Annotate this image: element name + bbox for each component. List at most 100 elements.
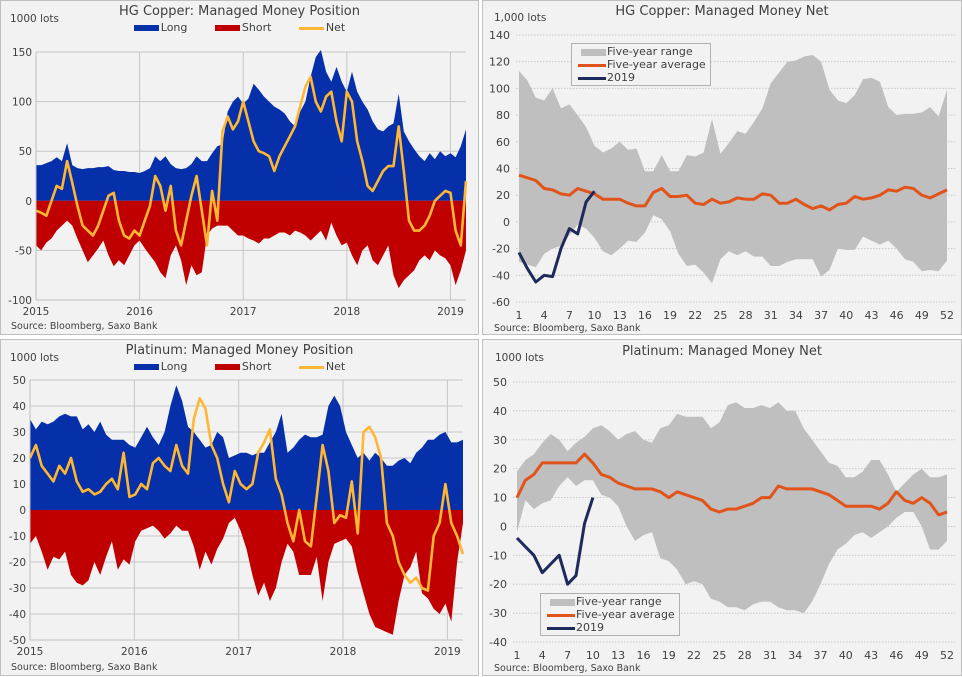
legend-item-average: Five-year average xyxy=(578,58,706,71)
y-tick-label: -20 xyxy=(492,243,510,256)
x-tick-label: 46 xyxy=(889,649,903,662)
x-tick-label: 2016 xyxy=(126,306,153,318)
y-tick-label: 100 xyxy=(12,97,32,109)
series-net-line xyxy=(28,396,465,592)
x-tick-label: 28 xyxy=(738,649,752,662)
legend-label: Net xyxy=(325,360,346,373)
x-tick-label: 40 xyxy=(839,309,853,322)
legend-item-range: Five-year range xyxy=(547,595,675,608)
y-tick-label: -60 xyxy=(492,296,510,309)
y-tick-label: -100 xyxy=(8,295,32,307)
panel-copper-net: HG Copper: Managed Money Net 1,000 lots … xyxy=(482,0,962,335)
y-tick-label: -40 xyxy=(489,636,507,649)
legend-swatch-average xyxy=(547,613,575,617)
x-tick-label: 4 xyxy=(541,309,548,322)
x-tick-label: 31 xyxy=(763,649,777,662)
y-tick-label: 0 xyxy=(503,216,510,229)
x-tick-label: 2019 xyxy=(437,306,464,318)
panel-copper-position: HG Copper: Managed Money Position 1000 l… xyxy=(0,0,479,335)
legend-label: Five-year range xyxy=(607,45,693,58)
y-tick-label: -50 xyxy=(9,635,26,647)
series-five-year-range xyxy=(519,55,947,284)
y-tick-label: 0 xyxy=(19,505,26,517)
legend-item-average: Five-year average xyxy=(547,608,675,621)
y-tick-label: 10 xyxy=(13,479,26,491)
y-tick-label: 60 xyxy=(496,136,510,149)
x-tick-label: 2018 xyxy=(333,306,360,318)
source-note: Source: Bloomberg, Saxo Bank xyxy=(494,663,641,674)
y-tick-label: -20 xyxy=(489,578,507,591)
x-tick-label: 49 xyxy=(915,649,929,662)
x-tick-label: 1 xyxy=(514,649,521,662)
legend-label: Five-year range xyxy=(576,595,662,608)
legend-swatch-range xyxy=(581,48,606,56)
y-tick-label: 150 xyxy=(12,47,32,59)
unit-label: 1000 lots xyxy=(10,352,59,364)
y-tick-label: 50 xyxy=(19,146,32,158)
x-tick-label: 10 xyxy=(588,309,602,322)
x-tick-label: 19 xyxy=(663,309,677,322)
y-tick-label: 80 xyxy=(496,109,510,122)
x-tick-label: 52 xyxy=(940,649,954,662)
series-long-area xyxy=(30,385,463,510)
legend-label: 2019 xyxy=(576,621,604,634)
source-note: Source: Bloomberg, Saxo Bank xyxy=(11,321,158,332)
panel-platinum-net: Platinum: Managed Money Net 1000 lots 50… xyxy=(482,339,962,676)
legend-item-long: Long xyxy=(133,21,188,34)
chart-plot: 140 120 100 80 60 40 20 0 -20 -40 -60 1 4 7 10 13 16 19 22… xyxy=(489,29,955,322)
x-tick-label: 22 xyxy=(687,649,701,662)
x-tick-label: 46 xyxy=(890,309,904,322)
unit-label: 1,000 lots xyxy=(494,12,547,24)
chart-title: Platinum: Managed Money Position xyxy=(125,343,354,358)
x-tick-label: 43 xyxy=(864,309,878,322)
y-tick-label: 50 xyxy=(493,376,507,389)
x-tick-label: 25 xyxy=(712,649,726,662)
legend-swatch-net xyxy=(298,365,324,369)
source-note: Source: Bloomberg, Saxo Bank xyxy=(494,323,641,334)
chart-plot: 50 40 30 20 10 0 -10 -20 -30 -40 1 4 7 10 13 16 19 22 25 28… xyxy=(489,376,955,662)
series-net-line xyxy=(35,75,468,247)
x-tick-label: 37 xyxy=(814,309,828,322)
x-tick-label: 25 xyxy=(713,309,727,322)
y-tick-label: -10 xyxy=(489,549,507,562)
x-tick-label: 16 xyxy=(636,649,650,662)
series-five-year-average xyxy=(515,452,948,517)
legend-item-net: Net xyxy=(298,21,346,34)
x-tick-label: 10 xyxy=(586,649,600,662)
legend-label: Net xyxy=(325,21,346,34)
y-tick-label: -30 xyxy=(489,607,507,620)
y-tick-label: -40 xyxy=(492,269,510,282)
legend: Long Short Net xyxy=(1,360,478,373)
x-tick-label: 43 xyxy=(864,649,878,662)
legend-label: Short xyxy=(241,21,272,34)
legend-swatch-2019 xyxy=(547,626,575,630)
x-tick-label: 52 xyxy=(940,309,954,322)
legend-item-short: Short xyxy=(214,360,271,373)
y-tick-label: 20 xyxy=(493,463,507,476)
x-tick-label: 19 xyxy=(662,649,676,662)
y-tick-label: 30 xyxy=(493,434,507,447)
y-tick-label: 50 xyxy=(13,375,26,387)
legend-swatch-short xyxy=(214,25,240,31)
chart-title: HG Copper: Managed Money Position xyxy=(118,4,360,19)
y-tick-label: 0 xyxy=(25,196,32,208)
unit-label: 1000 lots xyxy=(10,13,59,25)
x-tick-label: 4 xyxy=(539,649,546,662)
y-tick-label: 20 xyxy=(496,189,510,202)
legend-label: Long xyxy=(160,21,188,34)
panel-platinum-position: Platinum: Managed Money Position 1000 lo… xyxy=(0,339,479,676)
legend-swatch-average xyxy=(578,63,606,67)
series-five-year-average xyxy=(518,173,948,212)
series-long-area xyxy=(36,50,466,201)
chart-title: HG Copper: Managed Money Net xyxy=(615,4,829,19)
x-tick-label: 2016 xyxy=(121,646,148,658)
x-tick-label: 34 xyxy=(788,649,802,662)
source-note: Source: Bloomberg, Saxo Bank xyxy=(11,662,158,673)
y-tick-label: 0 xyxy=(500,520,507,533)
y-tick-label: 20 xyxy=(13,453,26,465)
legend-label: Five-year average xyxy=(576,608,675,621)
x-tick-label: 31 xyxy=(764,309,778,322)
x-tick-label: 37 xyxy=(814,649,828,662)
